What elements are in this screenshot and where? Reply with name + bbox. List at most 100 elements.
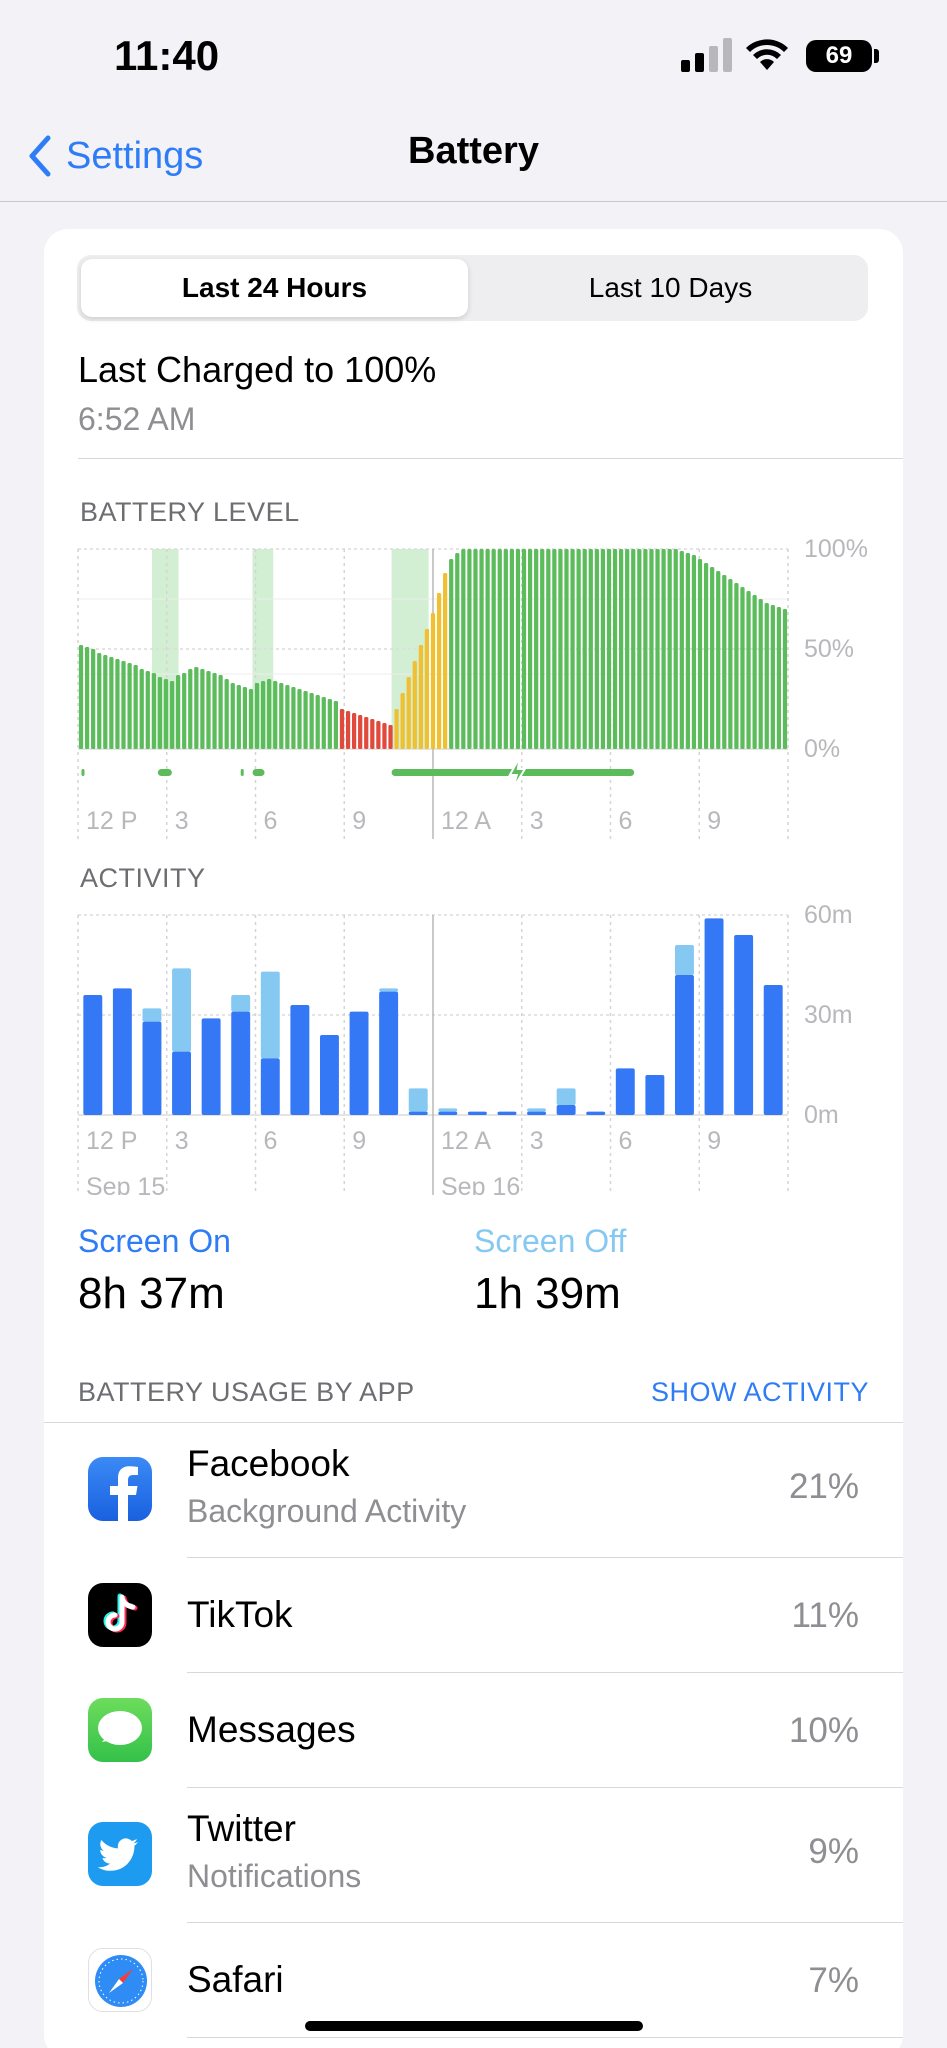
battery-bar xyxy=(612,549,618,749)
status-bar: 11:40 69 xyxy=(0,0,947,110)
battery-bar xyxy=(224,679,229,749)
battery-bar xyxy=(716,571,721,749)
battery-bar xyxy=(697,559,703,749)
app-row-facebook[interactable]: Facebook Background Activity 21% xyxy=(44,1423,903,1557)
battery-bar xyxy=(764,603,769,749)
screen-on-bar xyxy=(172,1051,192,1115)
show-activity-button[interactable]: SHOW ACTIVITY xyxy=(650,1377,869,1407)
x-tick-label: 12 P xyxy=(86,807,137,835)
x-tick-label: 6 xyxy=(619,807,633,835)
battery-bar xyxy=(655,549,660,749)
tab-last-10-days[interactable]: Last 10 Days xyxy=(588,272,753,303)
battery-bar xyxy=(345,711,351,749)
screen-on-bar xyxy=(438,1111,458,1115)
charging-bolt-icon xyxy=(508,756,527,790)
battery-level-chart: 100% 50% 0% 12 P 3 6 9 12 A 3 6 9 xyxy=(77,535,868,839)
battery-bar xyxy=(91,649,96,749)
battery-bar xyxy=(206,671,211,749)
x-tick-label: 9 xyxy=(352,807,366,835)
battery-usage-label: BATTERY USAGE BY APP xyxy=(78,1377,415,1407)
battery-bar xyxy=(667,549,672,749)
y-tick-label: 30m xyxy=(804,1001,853,1029)
page-title: Battery xyxy=(408,130,539,172)
screen-on-bar xyxy=(615,1068,635,1115)
battery-bar xyxy=(103,655,108,749)
battery-bar xyxy=(467,549,472,749)
battery-bar xyxy=(449,559,454,749)
screen-on-bar xyxy=(674,975,694,1115)
y-tick-label: 60m xyxy=(804,901,853,929)
app-name: Messages xyxy=(187,1709,356,1750)
battery-bar xyxy=(297,689,302,749)
app-name: Safari xyxy=(187,1959,284,2000)
battery-bar xyxy=(267,679,272,749)
battery-bar xyxy=(279,683,284,749)
battery-bar xyxy=(746,591,751,749)
app-percentage: 11% xyxy=(791,1596,859,1635)
segmented-control: Last 24 Hours Last 10 Days xyxy=(77,255,868,321)
battery-bar xyxy=(740,587,745,749)
screen-on-bar xyxy=(142,1021,162,1115)
battery-bar xyxy=(78,645,84,749)
battery-bar xyxy=(321,697,326,749)
battery-bar xyxy=(351,713,357,749)
tab-last-24-hours[interactable]: Last 24 Hours xyxy=(81,259,468,317)
screen-off-value: 1h 39m xyxy=(474,1269,621,1318)
battery-level-label: BATTERY LEVEL xyxy=(80,497,300,527)
battery-bar xyxy=(485,549,490,749)
battery-bar xyxy=(315,695,320,749)
x-tick-label: 12 P xyxy=(86,1127,137,1155)
screen-on-bar xyxy=(497,1111,517,1115)
battery-bar xyxy=(540,549,545,749)
battery-bar xyxy=(176,675,181,749)
battery-bar xyxy=(230,683,235,749)
battery-bar xyxy=(461,549,466,749)
last-charged-time: 6:52 AM xyxy=(78,401,196,437)
battery-bar xyxy=(685,553,690,749)
wifi-icon xyxy=(746,39,788,70)
battery-bar xyxy=(163,679,169,749)
battery-bar xyxy=(394,709,399,749)
battery-bar xyxy=(710,567,715,749)
battery-bar xyxy=(734,583,739,749)
battery-bar xyxy=(600,549,606,749)
battery-bar xyxy=(364,717,369,749)
activity-chart: 60m 30m 0m 12 P 3 6 9 12 A 3 6 9 Sep 15 Sep 16 xyxy=(77,901,853,1195)
app-row-safari[interactable]: Safari 7% xyxy=(44,1923,903,2037)
battery-card: Last 24 Hours Last 10 Days Last Charged … xyxy=(44,229,903,2048)
battery-bar xyxy=(443,573,448,749)
battery-bar xyxy=(194,667,199,749)
status-time: 11:40 xyxy=(114,32,220,79)
row-separator xyxy=(187,1922,903,1923)
screen-on-bar xyxy=(349,1011,369,1115)
activity-label: ACTIVITY xyxy=(80,863,206,893)
battery-bar xyxy=(84,647,90,749)
app-name: TikTok xyxy=(187,1594,293,1635)
app-row-tiktok[interactable]: TikTok 11% xyxy=(44,1558,903,1672)
screen-on-bar xyxy=(260,1058,280,1115)
battery-bar xyxy=(133,665,138,749)
screen-on-bar xyxy=(408,1111,428,1115)
battery-bar xyxy=(242,687,248,749)
battery-bar xyxy=(618,549,624,749)
row-separator xyxy=(187,1672,903,1673)
battery-bar xyxy=(327,699,332,749)
x-tick-label: 6 xyxy=(619,1127,633,1155)
battery-bar xyxy=(782,609,788,749)
app-row-messages[interactable]: Messages 10% xyxy=(44,1673,903,1787)
screen-on-bar xyxy=(201,1018,221,1115)
battery-bar xyxy=(503,549,508,749)
back-button[interactable]: Settings xyxy=(26,128,203,184)
battery-bar xyxy=(703,563,709,749)
screen-on-label: Screen On xyxy=(78,1223,231,1259)
app-row-twitter[interactable]: Twitter Notifications 9% xyxy=(44,1788,903,1922)
app-subtitle: Background Activity xyxy=(187,1493,467,1529)
divider xyxy=(44,1422,903,1423)
battery-bar xyxy=(649,549,654,749)
battery-bar xyxy=(631,549,636,749)
date-label: Sep 15 xyxy=(86,1173,165,1195)
screen-on-bar xyxy=(319,1035,339,1115)
back-label: Settings xyxy=(66,134,204,177)
battery-bar xyxy=(333,701,339,749)
twitter-icon xyxy=(88,1822,152,1886)
